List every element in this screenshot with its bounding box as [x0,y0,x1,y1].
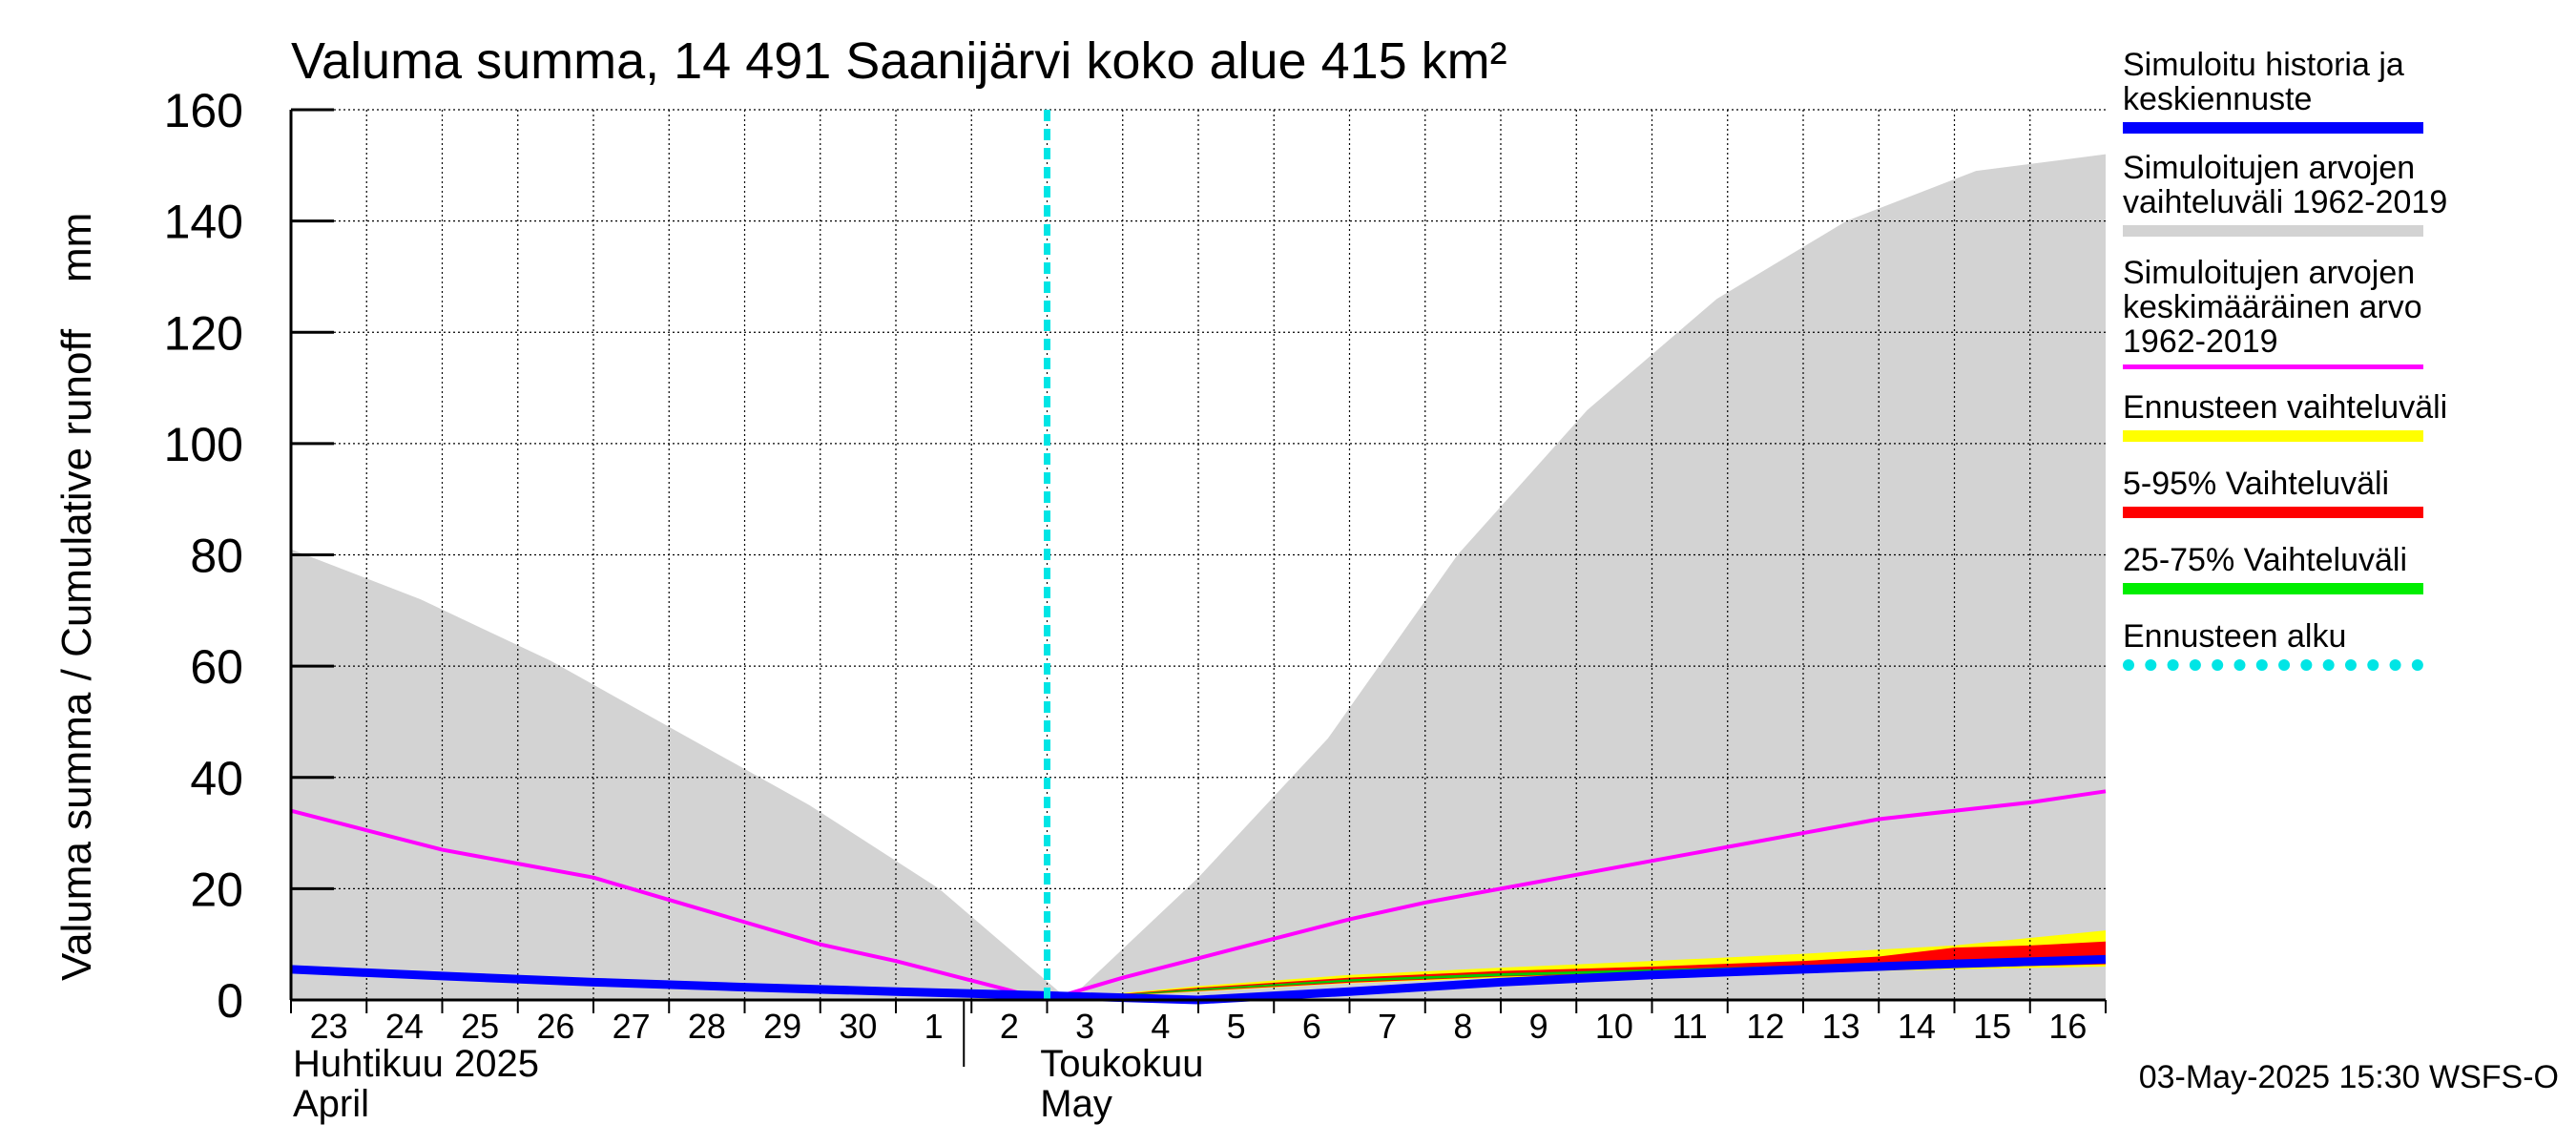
series-band-3 [1047,941,2106,1000]
legend-swatch [2123,225,2423,237]
legend: Simuloitu historia ja keskiennuste Simulo… [2123,48,2571,671]
legend-swatch [2123,430,2423,442]
month-label-en: May [1040,1083,1112,1125]
chart-title: Valuma summa, 14 491 Saanijärvi koko alu… [291,32,1507,90]
legend-item: Ennusteen vaihteluväli [2123,390,2571,442]
y-tick-label: 140 [164,196,243,249]
x-tick-label: 25 [461,1007,499,1046]
y-tick-label: 40 [190,752,243,805]
y-tick-label: 160 [164,84,243,137]
y-tick-label: 60 [190,640,243,694]
legend-item: Simuloitujen arvojen keskimääräinen arvo… [2123,256,2571,369]
x-tick-label: 30 [839,1007,877,1046]
x-tick-label: 4 [1151,1007,1170,1046]
x-tick-label: 23 [310,1007,348,1046]
legend-label: Ennusteen alku [2123,618,2347,655]
x-tick-label: 8 [1453,1007,1472,1046]
y-tick-label: 100 [164,418,243,471]
legend-label: Simuloitujen arvojen keskimääräinen arvo… [2123,255,2422,360]
x-tick-label: 10 [1595,1007,1633,1046]
x-tick-label: 11 [1672,1007,1707,1046]
series-line-1 [290,789,2107,1002]
x-tick-label: 27 [613,1007,651,1046]
legend-label: Ennusteen vaihteluväli [2123,389,2448,426]
x-tick-label: 14 [1898,1007,1936,1046]
x-tick-label: 5 [1227,1007,1246,1046]
legend-item: Simuloitu historia ja keskiennuste [2123,48,2571,134]
legend-item: 5-95% Vaihteluväli [2123,467,2571,518]
month-label: Huhtikuu 2025 [293,1043,539,1085]
legend-label: Simuloitujen arvojen vaihteluväli 1962-2… [2123,150,2448,220]
x-tick-label: 2 [1000,1007,1019,1046]
legend-item: 25-75% Vaihteluväli [2123,543,2571,594]
x-tick-label: 13 [1822,1007,1860,1046]
x-tick-label: 7 [1378,1007,1397,1046]
x-tick-label: 26 [536,1007,574,1046]
legend-label: 5-95% Vaihteluväli [2123,466,2390,502]
month-label: Toukokuu [1040,1043,1203,1085]
x-tick-label: 15 [1973,1007,2011,1046]
y-tick-label: 120 [164,306,243,360]
x-tick-label: 1 [924,1007,944,1046]
legend-label: Simuloitu historia ja keskiennuste [2123,47,2404,117]
x-tick-label: 16 [2048,1007,2087,1046]
x-tick-label: 9 [1529,1007,1548,1046]
legend-swatch [2123,507,2423,518]
y-tick-label: 20 [190,863,243,916]
y-tick-label: 80 [190,530,243,583]
legend-swatch [2123,659,2423,671]
x-tick-label: 6 [1302,1007,1321,1046]
x-tick-label: 3 [1075,1007,1094,1046]
month-label-en: April [293,1083,369,1125]
timestamp: 03-May-2025 15:30 WSFS-O [2138,1059,2559,1095]
y-axis-label: Valuma summa / Cumulative runoff mm [53,213,100,981]
legend-swatch [2123,122,2423,134]
x-tick-label: 28 [688,1007,726,1046]
x-tick-label: 12 [1746,1007,1784,1046]
legend-label: 25-75% Vaihteluväli [2123,542,2407,578]
legend-item: Simuloitujen arvojen vaihteluväli 1962-2… [2123,151,2571,237]
legend-item: Ennusteen alku [2123,619,2571,671]
legend-swatch [2123,364,2423,369]
y-tick-label: 0 [217,974,243,1028]
legend-swatch [2123,583,2423,594]
x-tick-label: 24 [385,1007,424,1046]
x-tick-label: 29 [763,1007,801,1046]
